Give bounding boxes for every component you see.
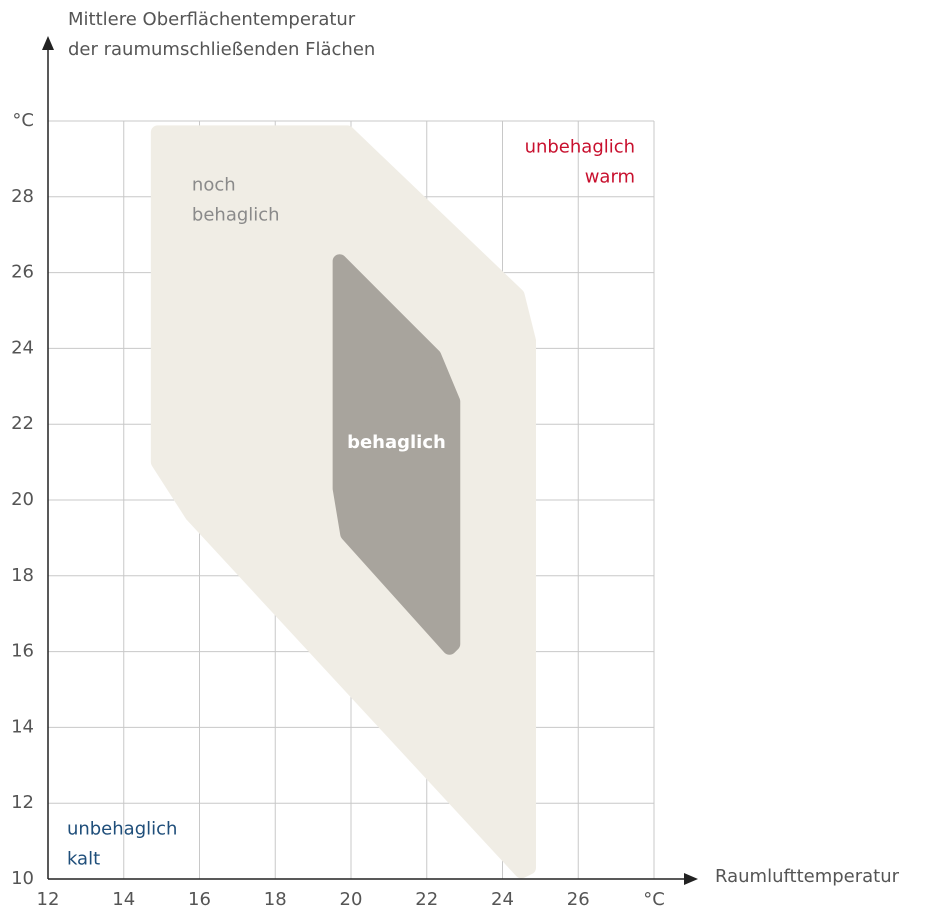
y-axis-label: der raumumschließenden Flächen [68, 39, 375, 60]
region-label: noch [192, 174, 236, 195]
annotation: unbehaglich [67, 819, 178, 840]
annotation: kalt [67, 849, 100, 870]
x-tick-label: 20 [340, 889, 363, 910]
y-tick-label: 24 [11, 337, 34, 358]
y-tick-label: 16 [11, 641, 34, 662]
y-tick-label: 28 [11, 186, 34, 207]
region [332, 254, 461, 655]
y-tick-label: 10 [11, 868, 34, 889]
region-label: behaglich [192, 204, 280, 225]
x-tick-label: 16 [188, 889, 211, 910]
y-tick-label: °C [12, 110, 34, 131]
x-tick-label: 22 [415, 889, 438, 910]
annotation: unbehaglich [525, 137, 636, 158]
x-tick-label: 14 [112, 889, 135, 910]
x-tick-label: 26 [567, 889, 590, 910]
x-axis-label: Raumlufttemperatur [715, 866, 900, 887]
y-axis-arrow [42, 36, 54, 50]
y-tick-label: 14 [11, 716, 34, 737]
x-tick-label: °C [643, 889, 665, 910]
x-tick-label: 12 [37, 889, 60, 910]
y-tick-label: 18 [11, 565, 34, 586]
y-tick-label: 26 [11, 262, 34, 283]
y-tick-label: 20 [11, 489, 34, 510]
annotation: warm [585, 167, 635, 188]
region-label: behaglich [347, 432, 446, 453]
x-tick-label: 24 [491, 889, 514, 910]
y-tick-label: 22 [11, 413, 34, 434]
y-tick-label: 12 [11, 792, 34, 813]
y-axis-label: Mittlere Oberflächentemperatur [68, 9, 356, 30]
x-tick-label: 18 [264, 889, 287, 910]
x-axis-arrow [684, 873, 698, 885]
